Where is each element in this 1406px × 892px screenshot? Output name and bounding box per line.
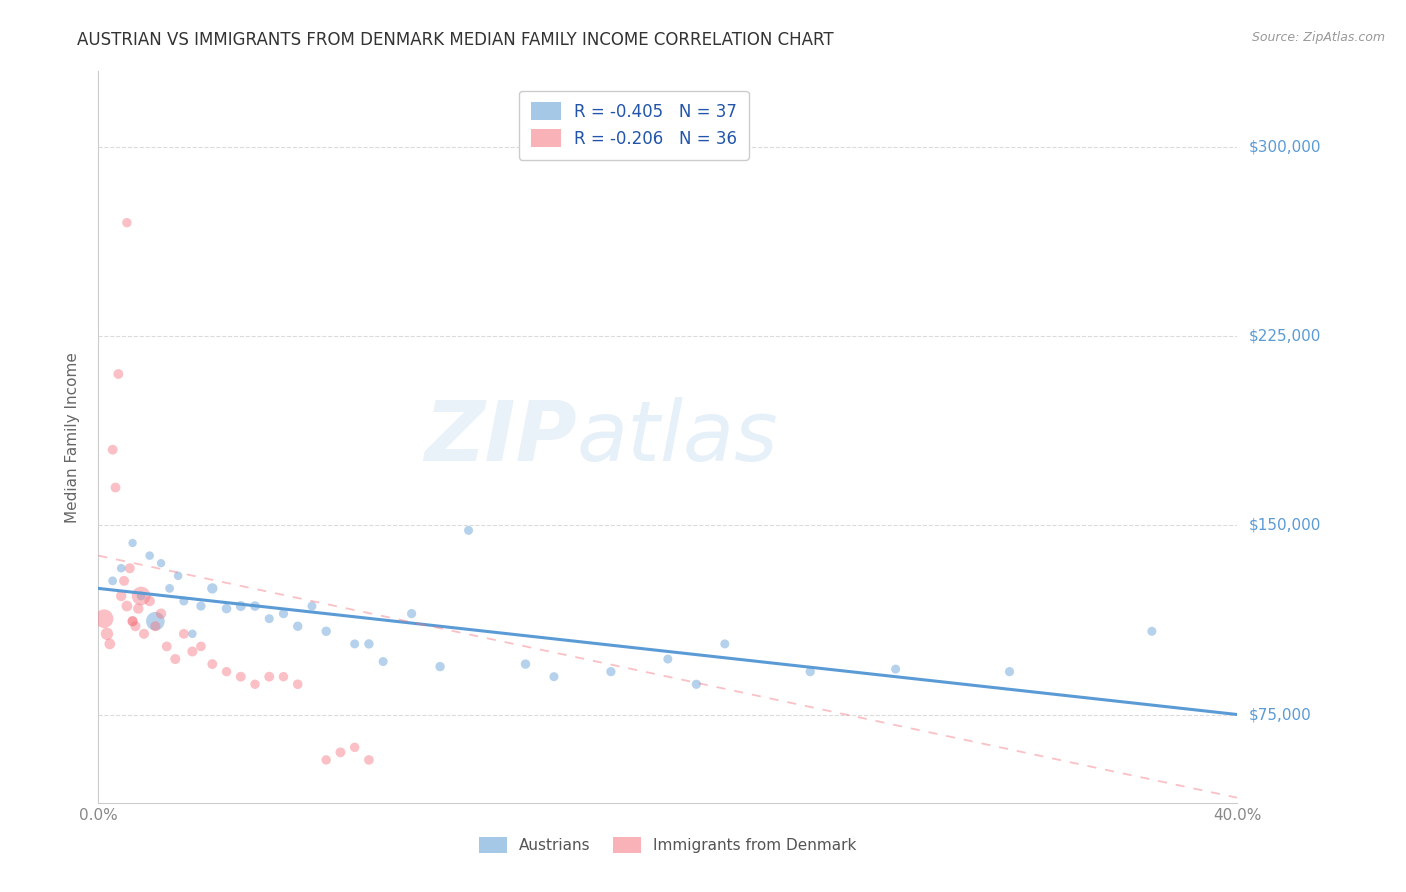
Point <box>173 594 195 608</box>
Point <box>190 640 212 654</box>
Point <box>115 216 138 230</box>
Y-axis label: Median Family Income: Median Family Income <box>65 351 80 523</box>
Point <box>110 561 132 575</box>
Point <box>121 614 143 628</box>
Point <box>107 367 129 381</box>
Text: ZIP: ZIP <box>425 397 576 477</box>
Point <box>1140 624 1163 639</box>
Text: Source: ZipAtlas.com: Source: ZipAtlas.com <box>1251 31 1385 45</box>
Point <box>287 619 309 633</box>
Point <box>129 589 152 603</box>
Point <box>124 619 146 633</box>
Point <box>121 614 143 628</box>
Text: $300,000: $300,000 <box>1249 139 1320 154</box>
Point <box>657 652 679 666</box>
Point <box>600 665 623 679</box>
Text: $225,000: $225,000 <box>1249 328 1320 343</box>
Point <box>273 607 295 621</box>
Point <box>127 601 149 615</box>
Point <box>259 612 281 626</box>
Point <box>315 753 337 767</box>
Point <box>96 627 118 641</box>
Point <box>115 599 138 613</box>
Point <box>138 549 160 563</box>
Point <box>110 589 132 603</box>
Point <box>315 624 337 639</box>
Point <box>259 670 281 684</box>
Point <box>243 677 266 691</box>
Point <box>215 601 238 615</box>
Point <box>343 637 366 651</box>
Point <box>190 599 212 613</box>
Point <box>173 627 195 641</box>
Text: AUSTRIAN VS IMMIGRANTS FROM DENMARK MEDIAN FAMILY INCOME CORRELATION CHART: AUSTRIAN VS IMMIGRANTS FROM DENMARK MEDI… <box>77 31 834 49</box>
Point <box>101 442 124 457</box>
Point <box>201 657 224 671</box>
Point <box>343 740 366 755</box>
Point <box>98 637 121 651</box>
Point <box>132 627 155 641</box>
Point <box>799 665 821 679</box>
Point <box>165 652 187 666</box>
Point <box>112 574 135 588</box>
Point <box>429 659 451 673</box>
Point <box>357 753 380 767</box>
Text: $75,000: $75,000 <box>1249 707 1312 722</box>
Point <box>884 662 907 676</box>
Point <box>181 627 204 641</box>
Point <box>215 665 238 679</box>
Legend: Austrians, Immigrants from Denmark: Austrians, Immigrants from Denmark <box>471 829 865 861</box>
Point <box>714 637 737 651</box>
Point <box>543 670 565 684</box>
Point <box>401 607 423 621</box>
Point <box>181 644 204 658</box>
Point <box>101 574 124 588</box>
Point <box>167 569 190 583</box>
Point <box>159 582 181 596</box>
Point <box>121 536 143 550</box>
Point <box>145 619 167 633</box>
Text: atlas: atlas <box>576 397 779 477</box>
Point <box>150 556 173 570</box>
Point <box>229 599 252 613</box>
Point <box>457 524 479 538</box>
Point <box>201 582 224 596</box>
Point <box>515 657 537 671</box>
Point <box>104 481 127 495</box>
Point <box>357 637 380 651</box>
Point <box>287 677 309 691</box>
Point <box>156 640 179 654</box>
Point <box>145 614 167 628</box>
Point <box>685 677 707 691</box>
Point <box>998 665 1021 679</box>
Point <box>93 612 115 626</box>
Point <box>329 745 352 759</box>
Point <box>243 599 266 613</box>
Point <box>273 670 295 684</box>
Point <box>129 589 152 603</box>
Point <box>118 561 141 575</box>
Point <box>229 670 252 684</box>
Point <box>373 655 395 669</box>
Point <box>138 594 160 608</box>
Text: $150,000: $150,000 <box>1249 518 1320 533</box>
Point <box>301 599 323 613</box>
Point <box>150 607 173 621</box>
